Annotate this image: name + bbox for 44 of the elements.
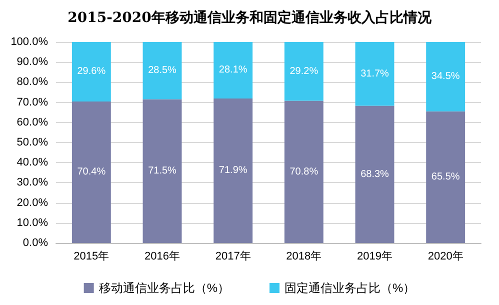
y-tick-label: 40.0% [16,156,48,169]
bar [214,42,253,98]
x-tick-label: 2019年 [357,250,392,262]
bar [142,99,182,243]
data-label: 28.5% [148,65,177,76]
data-label: 71.5% [148,166,177,177]
y-tick-label: 0.0% [22,237,48,249]
data-label: 68.3% [360,168,390,180]
bar [142,42,182,100]
data-label: 34.5% [431,71,460,82]
data-label: 29.2% [290,66,318,77]
bar [72,101,111,243]
bar [284,42,324,101]
data-label: 65.5% [431,172,460,183]
legend-label: 移动通信业务占比（%） [98,281,230,295]
chart-title: 2015-2020年移动通信业务和固定通信业务收入占比情况 [68,9,432,26]
x-tick-label: 2020年 [428,250,464,262]
bar [72,42,111,102]
y-tick-label: 100.0% [10,36,48,48]
y-tick-label: 60.0% [16,116,48,128]
bar [426,42,466,112]
data-label: 70.4% [77,166,106,178]
y-tick-label: 90.0% [16,56,48,68]
y-tick-label: 20.0% [16,196,48,209]
data-label: 29.6% [77,66,106,78]
bar [284,100,324,243]
data-label: 31.7% [360,68,390,80]
data-label: 28.1% [218,64,248,76]
y-tick-label: 30.0% [16,176,48,189]
bar [355,106,394,243]
y-tick-label: 80.0% [16,76,48,88]
bar [426,111,466,243]
y-tick-label: 10.0% [16,216,48,229]
bar [214,98,253,243]
data-label: 70.8% [290,166,318,178]
y-tick-label: 70.0% [16,96,48,108]
x-tick-label: 2017年 [215,250,251,262]
x-tick-label: 2015年 [74,250,110,262]
bar [355,42,394,106]
y-tick-label: 50.0% [16,136,48,148]
data-label: 71.9% [218,165,248,176]
legend-label: 固定通信业务占比（%） [284,281,416,295]
x-tick-label: 2018年 [286,250,322,262]
x-tick-label: 2016年 [144,250,180,262]
